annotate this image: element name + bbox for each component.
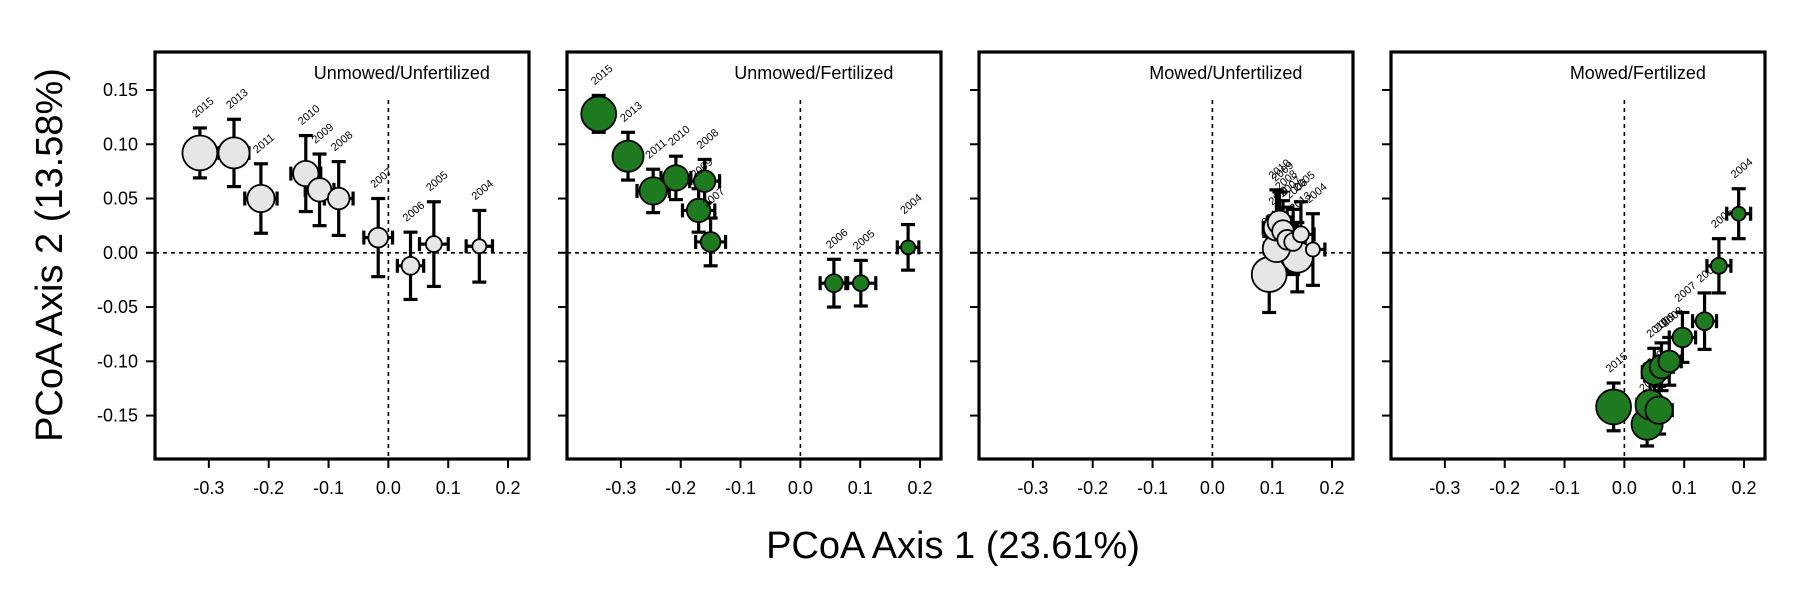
- data-point-2008: [327, 186, 351, 211]
- year-label: 2013: [224, 87, 250, 112]
- year-label: 2007: [368, 166, 394, 191]
- x-tick-label: 0.1: [1672, 478, 1697, 498]
- panel-frame: [565, 50, 943, 461]
- x-tick-label: -0.3: [1017, 478, 1048, 498]
- year-label: 2005: [851, 228, 877, 253]
- y-tick-label: -0.10: [97, 351, 138, 371]
- data-point-2005: [425, 235, 443, 253]
- year-label: 2008: [695, 127, 721, 152]
- x-tick-label: -0.2: [1489, 478, 1520, 498]
- x-tick-label: 0.2: [908, 478, 933, 498]
- panel-2: -0.3 -0.2 -0.1 0.0 0.1 0.2 Unmowed/Fertilized 2…: [558, 50, 943, 498]
- x-tick-label: 0.0: [376, 478, 401, 498]
- panels-group: -0.3 -0.2 -0.1 0.0 0.1 0.2 0.15 0.10 0.05 0.00 -0.…: [97, 50, 1767, 498]
- panel-title: Unmowed/Fertilized: [734, 63, 893, 83]
- y-tick-label: 0.00: [103, 243, 138, 263]
- x-tick-label: -0.2: [253, 478, 284, 498]
- data-point-2015: [1595, 388, 1632, 426]
- x-tick-label: 0.1: [436, 478, 461, 498]
- data-point-2007: [699, 231, 722, 253]
- x-axis-title: PCoA Axis 1 (23.61%): [766, 525, 1140, 567]
- y-tick-label: 0.15: [103, 80, 138, 100]
- y-tick-label: 0.05: [103, 189, 138, 209]
- y-tick-label: 0.10: [103, 134, 138, 154]
- data-point-2004: [1305, 241, 1321, 258]
- data-point-2005: [851, 274, 870, 293]
- panel-title: Mowed/Unfertilized: [1149, 63, 1302, 83]
- data-point-2011: [1644, 395, 1674, 425]
- x-tick-label: -0.3: [605, 478, 636, 498]
- x-tick-label: 0.1: [1260, 478, 1285, 498]
- x-tick-label: -0.1: [1137, 478, 1168, 498]
- data-point-2013: [611, 139, 645, 173]
- data-point-2010: [662, 164, 690, 192]
- data-point-2007: [1671, 326, 1694, 349]
- year-label: 2015: [589, 63, 615, 88]
- x-tick-label: 0.1: [848, 478, 873, 498]
- x-tick-label: -0.2: [665, 478, 696, 498]
- data-point-2006: [824, 273, 844, 293]
- x-tick-label: 0.0: [788, 478, 813, 498]
- year-label: 2007: [1673, 280, 1699, 305]
- data-point-2015: [1250, 256, 1288, 293]
- data-point-2008: [692, 169, 717, 193]
- y-axis-title: PCoA Axis 2 (13.58%): [29, 68, 71, 442]
- panel-frame: [977, 50, 1355, 461]
- panel-3: -0.3 -0.2 -0.1 0.0 0.1 0.2Mowed/Unfertilized2…: [970, 50, 1355, 498]
- data-point-2005: [1710, 256, 1728, 275]
- year-label: 2004: [898, 192, 924, 217]
- x-tick-label: -0.3: [193, 478, 224, 498]
- x-tick-label: -0.1: [313, 478, 344, 498]
- x-tick-label: -0.1: [725, 478, 756, 498]
- data-point-2006: [1694, 311, 1715, 331]
- year-label: 2006: [824, 227, 850, 252]
- year-label: 2004: [470, 178, 496, 203]
- year-label: 2004: [1729, 156, 1755, 181]
- panel-1: -0.3 -0.2 -0.1 0.0 0.1 0.2 0.15 0.10 0.05 0.00 -0.…: [97, 50, 531, 498]
- x-tick-label: 0.2: [1732, 478, 1757, 498]
- data-point-2004: [1730, 205, 1747, 222]
- x-tick-label: -0.2: [1077, 478, 1108, 498]
- data-point-2011: [246, 183, 276, 214]
- data-point-2009: [685, 197, 712, 224]
- year-label: 2010: [296, 103, 322, 128]
- panel-frame: [153, 50, 531, 461]
- year-label: 2015: [1604, 350, 1630, 375]
- data-point-2004: [900, 239, 916, 256]
- x-tick-label: 0.0: [1200, 478, 1225, 498]
- x-tick-label: -0.1: [1549, 478, 1580, 498]
- panel-title: Unmowed/Unfertilized: [314, 63, 490, 83]
- year-label: 2010: [666, 124, 692, 149]
- x-tick-label: 0.0: [1612, 478, 1637, 498]
- year-label: 2011: [643, 137, 669, 161]
- data-point-2013: [217, 136, 251, 170]
- panel-4: -0.3 -0.2 -0.1 0.0 0.1 0.2 Mowed/Fertilized 201…: [1382, 50, 1767, 498]
- year-label: 2015: [190, 95, 216, 120]
- year-label: 2013: [618, 100, 644, 125]
- panel-frame: [1389, 50, 1767, 461]
- y-tick-label: -0.15: [97, 406, 138, 426]
- year-label: 2006: [401, 200, 427, 225]
- x-tick-label: 0.2: [496, 478, 521, 498]
- x-tick-label: 0.2: [1320, 478, 1345, 498]
- data-point-2015: [181, 134, 219, 172]
- panel-title: Mowed/Fertilized: [1570, 63, 1706, 83]
- year-label: 2011: [251, 132, 277, 156]
- data-point-2015: [580, 95, 618, 133]
- year-label: 2005: [424, 169, 450, 194]
- data-point-2006: [400, 256, 421, 276]
- data-point-2005: [1292, 225, 1310, 244]
- data-point-2011: [638, 176, 668, 206]
- y-tick-label: -0.05: [97, 297, 138, 317]
- data-point-2004: [471, 238, 488, 255]
- year-label: 2005: [1709, 206, 1735, 231]
- data-point-2007: [367, 226, 389, 249]
- x-tick-label: -0.3: [1429, 478, 1460, 498]
- data-point-2008: [1657, 349, 1681, 374]
